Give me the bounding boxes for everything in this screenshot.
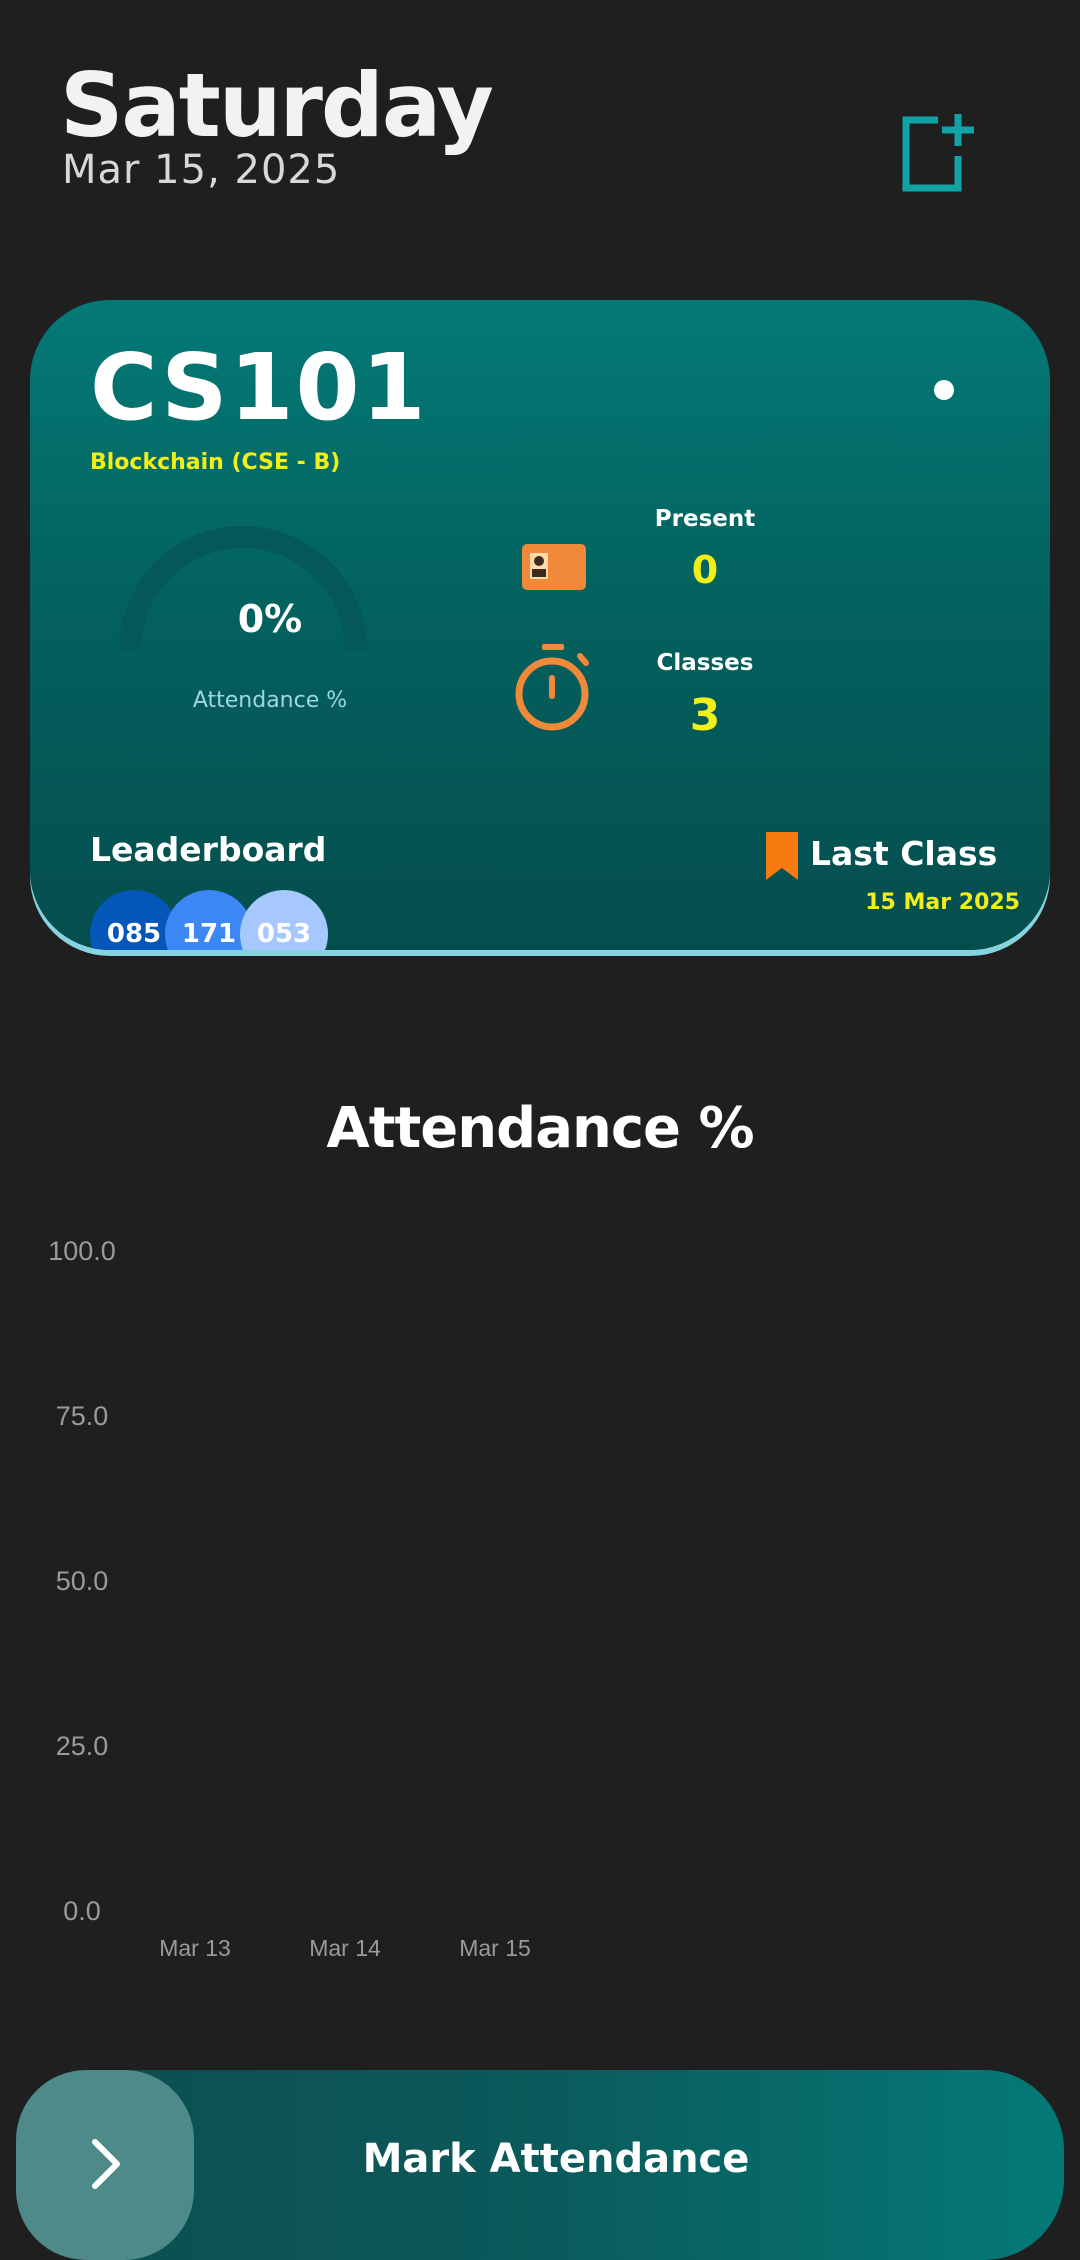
attendance-percent: 0% — [237, 597, 303, 641]
bookmark-icon — [766, 832, 798, 880]
last-class-label: Last Class — [810, 834, 998, 873]
course-card[interactable]: CS101 Blockchain (CSE - B) 0% Attendance… — [30, 300, 1050, 950]
y-tick-label: 100.0 — [48, 1236, 116, 1266]
page-date: Mar 15, 2025 — [62, 147, 341, 193]
mark-attendance-label: Mark Attendance — [362, 2136, 750, 2182]
course-name: Blockchain (CSE - B) — [90, 450, 341, 475]
stopwatch-icon — [515, 644, 589, 731]
x-tick-label: Mar 14 — [309, 1935, 381, 1961]
attendance-gauge — [119, 526, 367, 651]
x-tick-label: Mar 15 — [459, 1935, 531, 1961]
page-title-day: Saturday — [60, 54, 494, 157]
classes-value: 3 — [689, 690, 721, 741]
add-box-icon[interactable] — [898, 112, 982, 196]
slide-knob[interactable] — [16, 2070, 194, 2260]
classes-label: Classes — [656, 650, 754, 676]
attendance-label: Attendance % — [192, 688, 348, 713]
leaderboard-label: Leaderboard — [90, 830, 327, 869]
y-tick-label: 0.0 — [63, 1896, 101, 1926]
y-tick-label: 75.0 — [56, 1401, 109, 1431]
more-options-icon[interactable] — [934, 380, 954, 400]
x-tick-label: Mar 13 — [159, 1935, 231, 1961]
attendance-chart: 100.0 75.0 50.0 25.0 0.0 Mar 13 Mar 14 Mar 15 — [48, 1236, 531, 1961]
id-card-icon — [522, 544, 586, 590]
last-class-date: 15 Mar 2025 — [865, 890, 1020, 915]
course-code: CS101 — [90, 334, 428, 441]
leaderboard-avatar[interactable]: 053 — [240, 890, 328, 950]
y-tick-label: 25.0 — [56, 1731, 109, 1761]
mark-attendance-slider[interactable]: Mark Attendance — [16, 2070, 1064, 2260]
present-value: 0 — [691, 548, 719, 592]
present-label: Present — [654, 506, 756, 532]
y-tick-label: 50.0 — [56, 1566, 109, 1596]
chevron-right-icon — [92, 2139, 120, 2189]
chart-title: Attendance % — [326, 1096, 754, 1161]
